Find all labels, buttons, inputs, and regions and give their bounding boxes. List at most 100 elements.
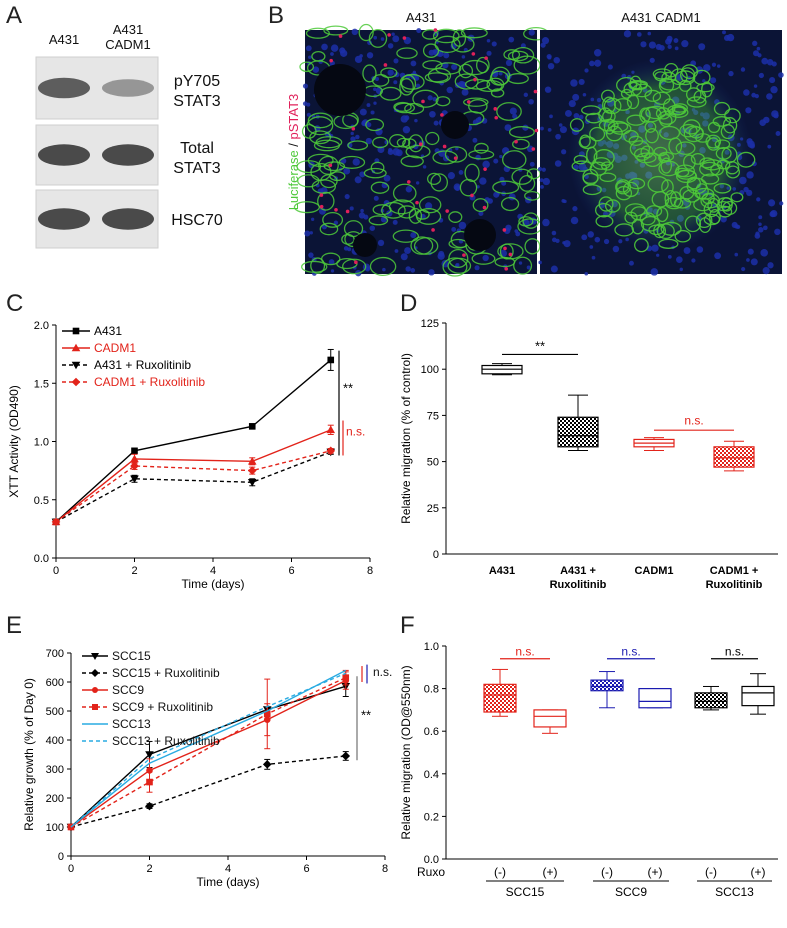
nucleus-dot bbox=[414, 118, 418, 123]
cell-outline bbox=[388, 199, 415, 215]
cell-outline bbox=[644, 89, 662, 102]
nucleus-dot bbox=[482, 160, 490, 169]
marker-square bbox=[92, 704, 98, 710]
nucleus-dot bbox=[655, 43, 662, 51]
nucleus-dot bbox=[453, 183, 461, 191]
y-tick-label: 0.0 bbox=[34, 553, 49, 565]
cell-outline bbox=[363, 167, 387, 179]
wb-band bbox=[38, 144, 90, 166]
micro-title: A431 CADM1 bbox=[621, 10, 700, 25]
box bbox=[557, 416, 599, 448]
nucleus-dot bbox=[514, 229, 519, 233]
nucleus-dot bbox=[451, 63, 458, 71]
nucleus-dot bbox=[570, 79, 578, 87]
nucleus-dot bbox=[551, 230, 557, 236]
tissue-void bbox=[314, 64, 366, 116]
nucleus-dot bbox=[612, 245, 620, 253]
nucleus-dot bbox=[774, 228, 781, 236]
nucleus-dot bbox=[366, 52, 374, 59]
nucleus-dot bbox=[636, 32, 642, 37]
pstat3-dot bbox=[431, 228, 435, 232]
cell-outline bbox=[613, 98, 633, 111]
nucleus-dot bbox=[703, 64, 711, 72]
nucleus-dot bbox=[603, 238, 610, 245]
marker-square bbox=[263, 710, 271, 718]
cell-outline bbox=[675, 141, 696, 155]
pstat3-dot bbox=[406, 180, 411, 184]
nucleus-dot bbox=[676, 256, 683, 264]
nucleus-dot bbox=[374, 76, 380, 81]
pstat3-dot bbox=[483, 167, 487, 171]
stain-label-red: pSTAT3 bbox=[286, 94, 301, 140]
pstat3-dot bbox=[383, 63, 388, 67]
tissue-void bbox=[464, 219, 496, 251]
nucleus-dot bbox=[558, 123, 563, 127]
cell-outline bbox=[713, 182, 732, 194]
wb-lane-label-line: A431 bbox=[49, 32, 79, 47]
nucleus-dot bbox=[424, 202, 433, 210]
nucleus-dot bbox=[405, 266, 411, 272]
cell-outline bbox=[674, 229, 692, 243]
cell-outline bbox=[661, 179, 674, 196]
legend-label: CADM1 + Ruxolitinib bbox=[94, 375, 205, 389]
pstat3-dot bbox=[345, 209, 350, 214]
cell-outline bbox=[396, 137, 411, 148]
cell-outline bbox=[679, 123, 698, 138]
pstat3-dot bbox=[433, 28, 438, 32]
cell-outline bbox=[427, 67, 452, 84]
panel-label-b: B bbox=[268, 2, 285, 29]
nucleus-dot bbox=[762, 267, 770, 275]
cell-outline bbox=[474, 142, 489, 154]
nucleus-dot bbox=[673, 38, 679, 43]
series-line bbox=[70, 679, 347, 828]
nucleus-dot bbox=[582, 92, 587, 97]
nucleus-dot bbox=[767, 262, 774, 269]
pstat3-dot bbox=[473, 77, 477, 82]
wb-band bbox=[102, 144, 154, 166]
sig-label: ** bbox=[361, 708, 371, 723]
nucleus-dot bbox=[734, 252, 739, 257]
nucleus-dot bbox=[410, 268, 416, 273]
x-tick-label: 4 bbox=[225, 863, 231, 875]
nucleus-dot bbox=[474, 265, 480, 271]
cell-outline bbox=[598, 118, 619, 132]
box bbox=[694, 692, 728, 709]
pstat3-dot bbox=[418, 142, 423, 146]
nucleus-dot bbox=[330, 52, 334, 56]
nucleus-dot bbox=[594, 59, 602, 67]
box bbox=[590, 679, 624, 692]
nucleus-dot bbox=[354, 55, 363, 64]
y-tick-label: 700 bbox=[46, 648, 64, 660]
cell-outline bbox=[486, 77, 505, 92]
cell-outline bbox=[615, 179, 632, 195]
y-axis-label: Relative growth (% of Day 0) bbox=[22, 678, 36, 831]
wb-band bbox=[38, 77, 90, 99]
cell-outline bbox=[670, 191, 682, 208]
y-tick-label: 600 bbox=[46, 677, 64, 689]
nucleus-dot bbox=[330, 44, 339, 52]
nucleus-dot bbox=[400, 253, 408, 261]
cell-outline bbox=[508, 126, 535, 139]
nucleus-dot bbox=[493, 191, 500, 198]
nucleus-dot bbox=[770, 86, 778, 94]
nucleus-dot bbox=[482, 254, 489, 262]
stain-label-green: Luciferase bbox=[286, 150, 301, 210]
cell-outline bbox=[368, 215, 389, 226]
cell-outline bbox=[500, 196, 520, 212]
marker-diamond bbox=[91, 669, 99, 677]
cell-outline bbox=[656, 206, 669, 223]
cell-outline bbox=[701, 173, 720, 185]
box bbox=[533, 709, 567, 728]
nucleus-dot bbox=[750, 258, 758, 266]
pstat3-dot bbox=[319, 204, 324, 209]
nucleus-dot bbox=[758, 227, 764, 233]
nucleus-dot bbox=[714, 252, 722, 260]
nucleus-dot bbox=[443, 52, 450, 59]
nucleus-dot bbox=[373, 35, 378, 40]
nucleus-dot bbox=[373, 87, 377, 92]
cell-outline bbox=[654, 71, 667, 82]
micro-title: A431 bbox=[406, 10, 436, 25]
marker-circle bbox=[92, 687, 98, 693]
cell-outline bbox=[368, 28, 388, 48]
pstat3-dot bbox=[328, 163, 333, 168]
